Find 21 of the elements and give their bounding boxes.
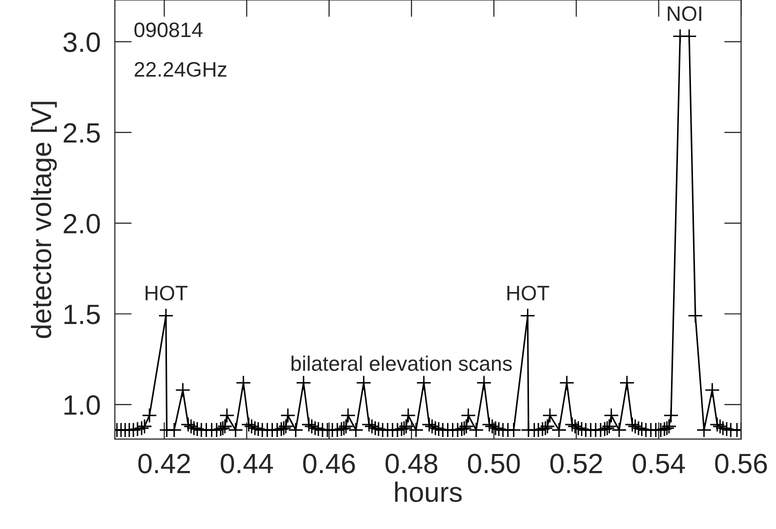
x-tick-label: 0.50 xyxy=(468,454,520,474)
annotation: HOT xyxy=(146,286,188,300)
annotation: NOI xyxy=(668,6,702,22)
x-tick-label: 0.48 xyxy=(386,454,438,474)
annotation: bilateral elevation scans xyxy=(292,356,512,371)
y-tick-label: 3.0 xyxy=(63,32,100,52)
x-tick-label: 0.52 xyxy=(550,454,602,474)
x-tick-label: 0.44 xyxy=(220,454,273,474)
y-tick-label: 1.5 xyxy=(64,304,100,324)
y-tick-label: 1.0 xyxy=(64,395,100,415)
y-axis-title: detector voltage [V] xyxy=(30,102,57,338)
annotation: HOT xyxy=(507,286,550,300)
y-tick-label: 2.5 xyxy=(64,123,100,143)
annotation: 22.24GHz xyxy=(134,62,226,77)
annotation: 090814 xyxy=(134,22,203,38)
y-tick-label: 2.0 xyxy=(64,214,100,234)
x-tick-label: 0.54 xyxy=(632,454,685,474)
x-tick-label: 0.56 xyxy=(715,454,767,474)
x-tick-label: 0.42 xyxy=(138,454,190,474)
x-tick-label: 0.46 xyxy=(303,454,355,474)
x-axis-title: hours xyxy=(395,482,462,502)
